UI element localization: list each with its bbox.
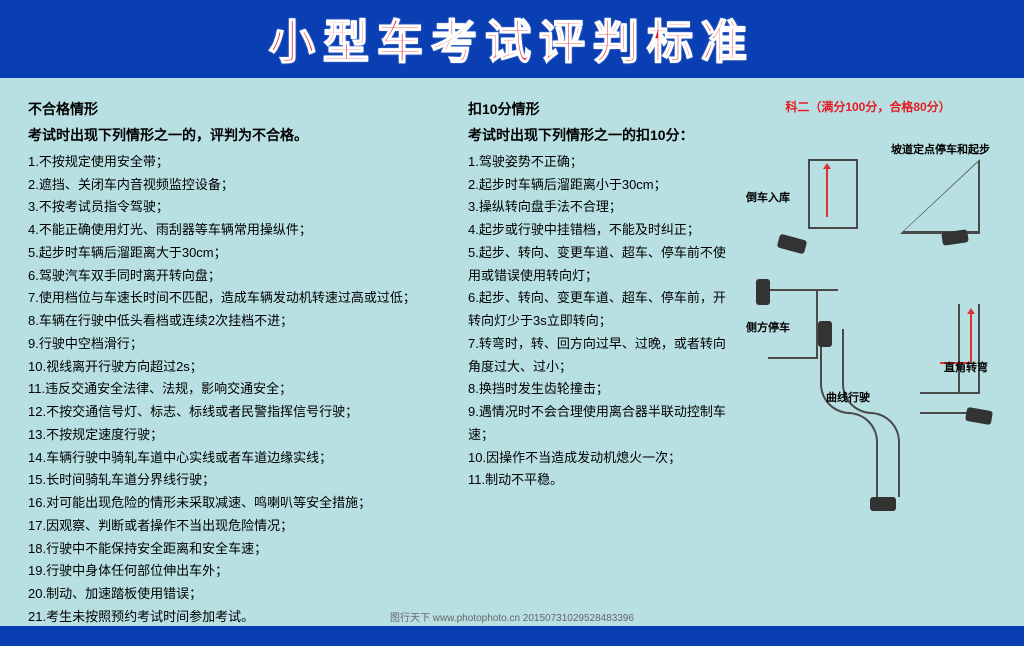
car-icon (870, 497, 896, 511)
rule-item: 11.违反交通安全法律、法规，影响交通安全； (28, 378, 458, 401)
label-curve: 曲线行驶 (826, 389, 870, 405)
rule-item: 4.不能正确使用灯光、雨刮器等车辆常用操纵件； (28, 219, 458, 242)
fail-heading-2: 考试时出现下列情形之一的，评判为不合格。 (28, 124, 458, 146)
label-right-angle: 直角转弯 (944, 359, 988, 375)
rule-item: 18.行驶中不能保持安全距离和安全车速； (28, 538, 458, 561)
diagrams-canvas: 倒车入库 坡道定点停车和起步 侧方停车 曲线行驶 (748, 129, 988, 569)
arrow-icon (826, 169, 828, 217)
rule-item: 15.长时间骑轧车道分界线行驶； (28, 469, 458, 492)
rule-item: 1.驾驶姿势不正确； (468, 151, 738, 174)
diagram-reverse-park-icon (808, 159, 858, 229)
car-icon (941, 229, 969, 245)
content-area: 不合格情形 考试时出现下列情形之一的，评判为不合格。 1.不按规定使用安全带； … (0, 78, 1024, 626)
arrow-icon (970, 314, 972, 364)
rule-item: 4.起步或行驶中挂错档，不能及时纠正； (468, 219, 738, 242)
rule-item: 3.操纵转向盘手法不合理； (468, 196, 738, 219)
rule-item: 8.车辆在行驶中低头看档或连续2次挂档不进； (28, 310, 458, 333)
watermark-text: 图行天下 www.photophoto.cn 20150731029528483… (0, 609, 1024, 624)
rule-item: 12.不按交通信号灯、标志、标线或者民警指挥信号行驶； (28, 401, 458, 424)
rule-item: 14.车辆行驶中骑轧车道中心实线或者车道边缘实线； (28, 447, 458, 470)
rule-item: 6.驾驶汽车双手同时离开转向盘； (28, 265, 458, 288)
car-icon (818, 321, 832, 347)
score-note: 科二（满分100分，合格80分） (748, 98, 988, 115)
rule-item: 8.换挡时发生齿轮撞击； (468, 378, 738, 401)
rule-item: 6.起步、转向、变更车道、超车、停车前，开转向灯少于3s立即转向； (468, 287, 738, 333)
deduct10-section: 扣10分情形 考试时出现下列情形之一的扣10分： 1.驾驶姿势不正确； 2.起步… (468, 98, 748, 616)
rule-item: 13.不按规定速度行驶； (28, 424, 458, 447)
fail-section: 不合格情形 考试时出现下列情形之一的，评判为不合格。 1.不按规定使用安全带； … (28, 98, 468, 616)
diagram-curve-icon (820, 329, 900, 499)
rule-item: 7.使用档位与车速长时间不匹配，造成车辆发动机转速过高或过低； (28, 287, 458, 310)
deduct10-list: 1.驾驶姿势不正确； 2.起步时车辆后溜距离小于30cm； 3.操纵转向盘手法不… (468, 151, 738, 492)
rule-item: 10.视线离开行驶方向超过2s； (28, 356, 458, 379)
page-title: 小型车考试评判标准 (269, 6, 755, 72)
rule-item: 5.起步、转向、变更车道、超车、停车前不使用或错误使用转向灯； (468, 242, 738, 288)
label-side-park: 侧方停车 (746, 319, 790, 335)
rule-item: 9.遇情况时不会合理使用离合器半联动控制车速； (468, 401, 738, 447)
rule-item: 11.制动不平稳。 (468, 469, 738, 492)
fail-list: 1.不按规定使用安全带； 2.遮挡、关闭车内音视频监控设备； 3.不按考试员指令… (28, 151, 458, 629)
deduct10-heading-2: 考试时出现下列情形之一的扣10分： (468, 124, 738, 146)
rule-item: 19.行驶中身体任何部位伸出车外； (28, 560, 458, 583)
car-icon (756, 279, 770, 305)
rule-item: 2.遮挡、关闭车内音视频监控设备； (28, 174, 458, 197)
rule-item: 20.制动、加速踏板使用错误； (28, 583, 458, 606)
fail-heading-1: 不合格情形 (28, 98, 458, 120)
rule-item: 10.因操作不当造成发动机熄火一次； (468, 447, 738, 470)
car-icon (777, 234, 808, 255)
rule-item: 9.行驶中空档滑行； (28, 333, 458, 356)
rule-item: 3.不按考试员指令驾驶； (28, 196, 458, 219)
header-bar: 小型车考试评判标准 (0, 0, 1024, 78)
label-reverse-park: 倒车入库 (746, 189, 790, 205)
rule-item: 1.不按规定使用安全带； (28, 151, 458, 174)
rule-item: 5.起步时车辆后溜距离大于30cm； (28, 242, 458, 265)
rule-item: 2.起步时车辆后溜距离小于30cm； (468, 174, 738, 197)
diagram-hill-start-inner (904, 162, 978, 231)
footer-bar (0, 626, 1024, 646)
label-hill-start: 坡道定点停车和起步 (891, 141, 990, 157)
rule-item: 17.因观察、判断或者操作不当出现危险情况； (28, 515, 458, 538)
diagram-section: 科二（满分100分，合格80分） 倒车入库 坡道定点停车和起步 侧方停车 曲线行 (748, 98, 988, 616)
deduct10-heading-1: 扣10分情形 (468, 98, 738, 120)
rule-item: 7.转弯时，转、回方向过早、过晚，或者转向角度过大、过小； (468, 333, 738, 379)
rule-item: 16.对可能出现危险的情形未采取减速、鸣喇叭等安全措施； (28, 492, 458, 515)
